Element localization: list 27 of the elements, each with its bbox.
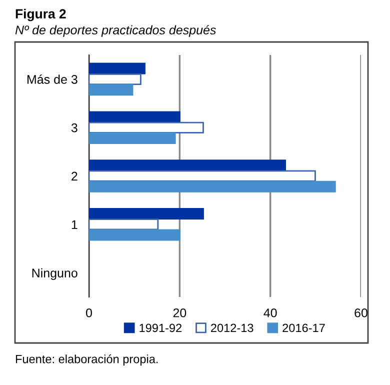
bar xyxy=(89,208,204,220)
bar xyxy=(89,62,146,74)
bar xyxy=(89,111,180,123)
y-tick-label: 2 xyxy=(72,172,78,181)
x-tick-label: 40 xyxy=(264,308,277,318)
x-tick-label: 20 xyxy=(173,308,186,318)
bar xyxy=(89,229,180,241)
chart-title: Figura 2 xyxy=(16,8,66,22)
legend-label: 2016-17 xyxy=(282,324,325,332)
bar xyxy=(89,170,316,182)
legend-label: 1991-92 xyxy=(140,324,182,332)
x-tick-label: 0 xyxy=(86,308,92,318)
x-tick-label: 60 xyxy=(354,308,368,318)
chart-subtitle: Nº de deportes practicados después xyxy=(15,25,216,37)
bar xyxy=(89,122,204,134)
y-tick-label: 3 xyxy=(71,123,78,132)
bar xyxy=(89,84,134,96)
bar xyxy=(89,160,286,172)
legend-label: 2012-13 xyxy=(211,324,254,332)
bar xyxy=(89,218,159,230)
y-tick-label: Más de 3 xyxy=(28,74,78,84)
bar xyxy=(89,73,142,85)
y-tick-label: 1 xyxy=(72,220,78,229)
y-tick-label: Ninguno xyxy=(32,268,78,280)
bar xyxy=(89,180,336,192)
bar xyxy=(89,132,176,144)
source-note: Fuente: elaboración propia. xyxy=(16,354,158,366)
